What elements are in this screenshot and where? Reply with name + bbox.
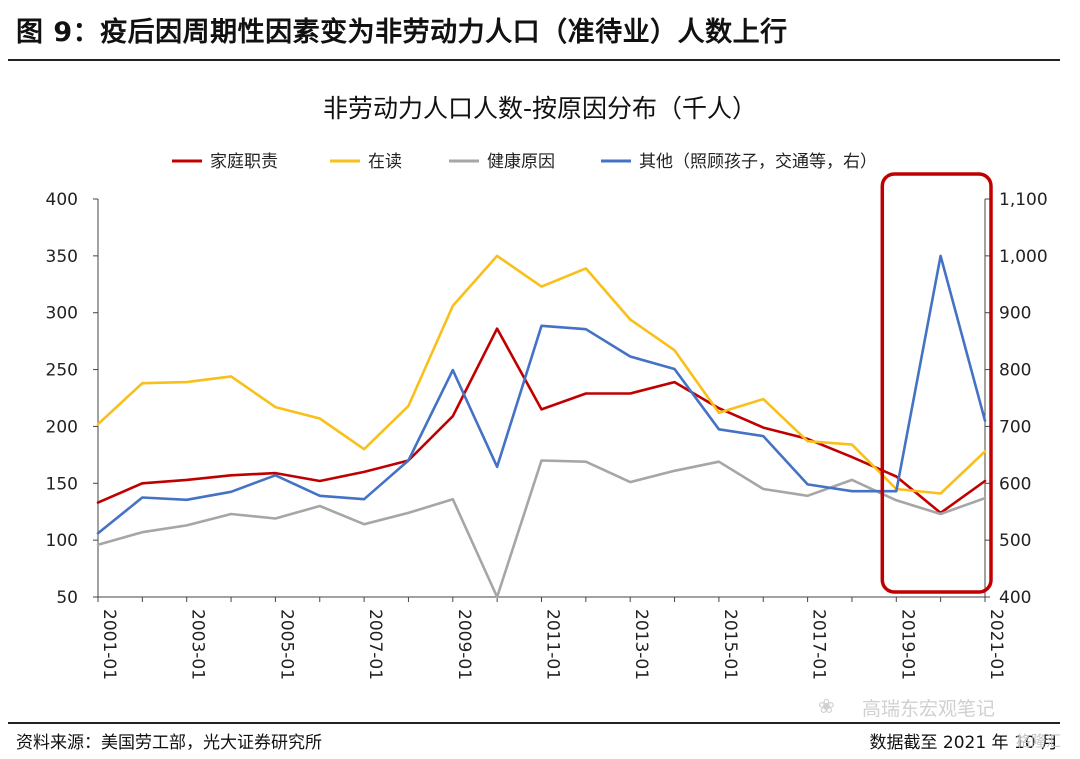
wechat-icon: ❀: [818, 694, 835, 718]
watermark-corner: 格隆汇: [1016, 732, 1062, 750]
legend-label: 在读: [368, 152, 402, 172]
watermark-text: 高瑞东宏观笔记: [862, 698, 996, 720]
top-rule: [8, 59, 1060, 61]
x-tick-label: 2009-01: [454, 609, 474, 680]
series-line: [96, 254, 987, 495]
y-left-tick-label: 100: [46, 531, 78, 551]
legend-label: 健康原因: [487, 152, 555, 172]
y-left-tick-label: 250: [46, 361, 78, 381]
y-left-tick-label: 300: [46, 304, 78, 324]
bottom-rule: [8, 722, 1060, 724]
y-right-tick-label: 800: [999, 361, 1031, 381]
series-line: [96, 459, 987, 599]
figure-title: 图 9：疫后因周期性因素变为非劳动力人口（准待业）人数上行: [16, 17, 788, 48]
y-right-tick-label: 600: [999, 474, 1031, 494]
x-tick-label: 2003-01: [188, 609, 208, 680]
highlight-box: [880, 172, 993, 594]
x-tick-label: 2001-01: [99, 609, 119, 680]
x-tick-label: 2005-01: [276, 609, 296, 680]
x-tick-label: 2007-01: [365, 609, 385, 680]
x-tick-label: 2017-01: [809, 609, 829, 680]
y-right-tick-label: 400: [999, 588, 1031, 608]
x-tick-label: 2011-01: [543, 609, 563, 680]
y-left-tick-label: 350: [46, 247, 78, 267]
x-tick-label: 2015-01: [720, 609, 740, 680]
x-tick-label: 2013-01: [631, 609, 651, 680]
chart-title: 非劳动力人口人数-按原因分布（千人）: [323, 94, 757, 123]
y-right-tick-label: 1,100: [999, 190, 1048, 210]
y-right-tick-label: 900: [999, 304, 1031, 324]
series-line: [96, 327, 987, 515]
y-right-tick-label: 700: [999, 417, 1031, 437]
source-note: 资料来源：美国劳工部，光大证券研究所: [16, 733, 322, 753]
y-left-tick-label: 400: [46, 190, 78, 210]
x-tick-label: 2021-01: [986, 609, 1006, 680]
x-tick-label: 2019-01: [897, 609, 917, 680]
legend-label: 家庭职责: [210, 152, 278, 172]
y-left-tick-label: 50: [56, 588, 78, 608]
y-right-tick-label: 500: [999, 531, 1031, 551]
series-line: [96, 254, 987, 535]
y-left-tick-label: 200: [46, 417, 78, 437]
y-right-tick-label: 1,000: [999, 247, 1048, 267]
legend-label: 其他（照顾孩子，交通等，右）: [639, 152, 877, 172]
y-left-tick-label: 150: [46, 474, 78, 494]
data-cutoff-note: 数据截至 2021 年 10 月: [869, 733, 1058, 753]
